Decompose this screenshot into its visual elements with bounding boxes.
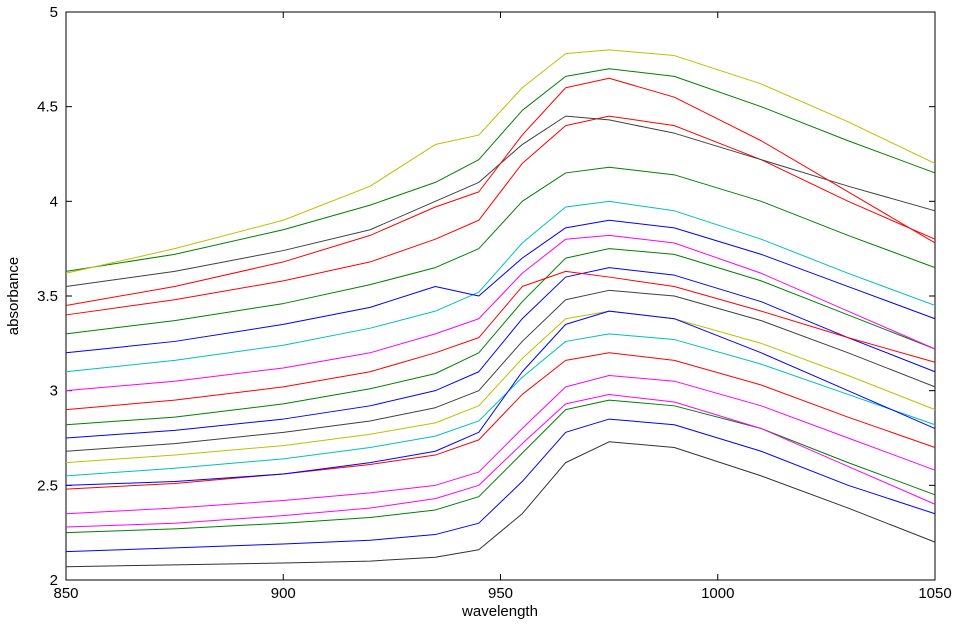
x-tick-label: 1050 [918, 585, 951, 602]
y-tick-label: 3.5 [37, 288, 58, 305]
data-line [65, 375, 936, 515]
y-tick-label: 4.5 [37, 99, 58, 116]
data-line [65, 219, 936, 354]
data-line [65, 441, 936, 568]
y-tick-label: 2.5 [37, 477, 58, 494]
x-tick-label: 850 [53, 585, 78, 602]
x-tick-label: 900 [271, 585, 296, 602]
data-line [65, 248, 936, 426]
x-axis-label: wavelength [461, 603, 538, 620]
y-tick-label: 3 [50, 383, 58, 400]
data-line [65, 418, 936, 553]
x-tick-label: 950 [488, 585, 513, 602]
data-line [65, 310, 936, 464]
data-line [65, 267, 936, 439]
data-line [65, 289, 936, 452]
data-line [65, 77, 936, 306]
data-line [65, 166, 936, 335]
data-line [65, 270, 936, 411]
x-tick-label: 1000 [701, 585, 734, 602]
data-line [65, 393, 936, 528]
data-line [65, 200, 936, 373]
data-line [65, 49, 936, 274]
y-tick-label: 2 [50, 572, 58, 589]
data-line [65, 310, 936, 486]
data-line [65, 115, 936, 288]
y-tick-label: 4 [50, 193, 58, 210]
data-line [65, 115, 936, 316]
y-axis-label: absorbance [5, 257, 22, 335]
data-line [65, 333, 936, 477]
data-line [65, 234, 936, 392]
y-tick-label: 5 [50, 4, 58, 21]
data-line [65, 68, 936, 272]
